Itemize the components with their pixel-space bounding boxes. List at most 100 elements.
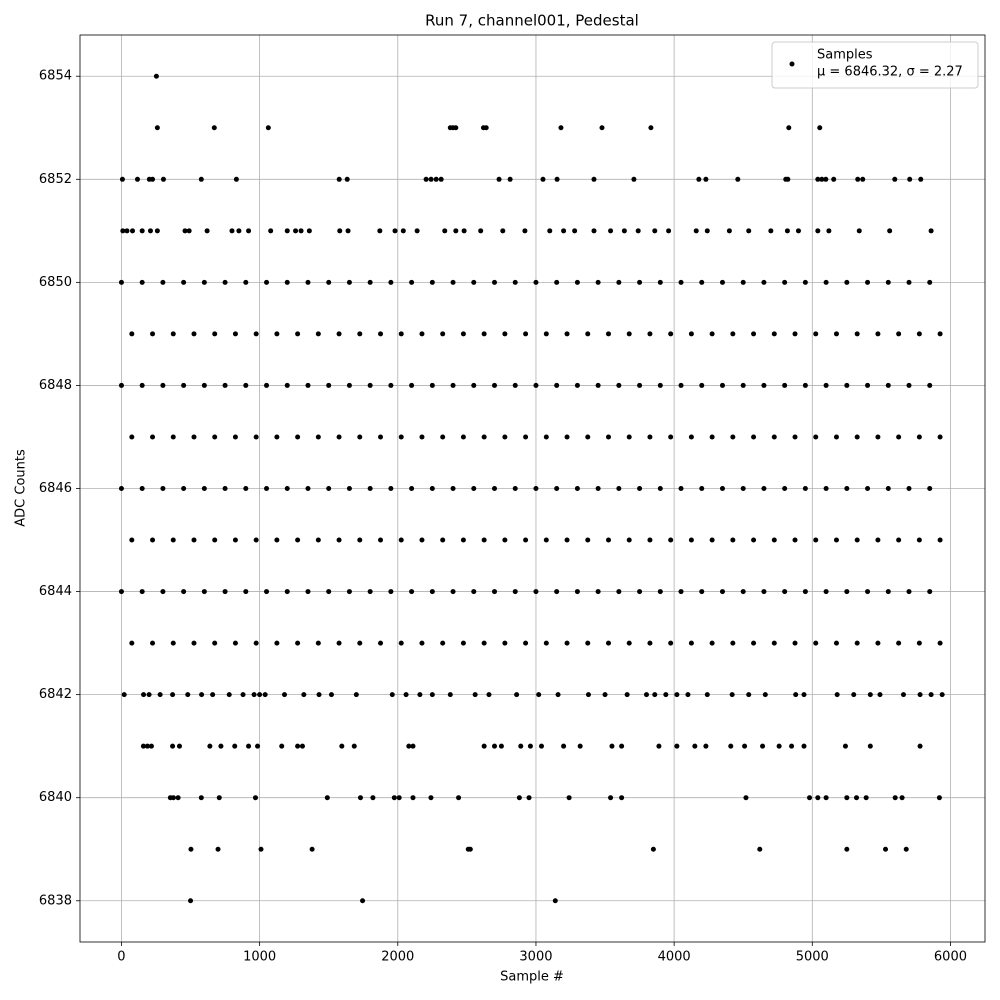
data-point — [823, 176, 829, 182]
data-point — [740, 279, 746, 285]
data-point — [605, 537, 611, 543]
data-point — [648, 125, 654, 131]
data-point — [826, 228, 832, 234]
data-point — [844, 279, 850, 285]
data-point — [129, 640, 135, 646]
data-point — [785, 176, 791, 182]
x-tick-label: 1000 — [243, 950, 276, 965]
data-point — [927, 589, 933, 595]
data-point — [637, 382, 643, 388]
data-point — [186, 228, 192, 234]
data-point — [564, 640, 570, 646]
data-point — [409, 382, 415, 388]
data-point — [357, 537, 363, 543]
data-point — [564, 537, 570, 543]
data-point — [481, 743, 487, 749]
data-point — [176, 743, 182, 749]
data-point — [253, 640, 259, 646]
data-point — [212, 331, 218, 337]
data-point — [512, 279, 518, 285]
data-point — [346, 279, 352, 285]
data-point — [547, 228, 553, 234]
data-point — [802, 279, 808, 285]
data-point — [802, 382, 808, 388]
data-point — [222, 486, 228, 491]
y-tick-label: 6850 — [39, 275, 72, 290]
data-point — [232, 434, 238, 440]
data-point — [668, 537, 674, 543]
data-point — [284, 486, 290, 491]
data-point — [357, 795, 363, 801]
data-point — [139, 486, 145, 491]
data-point — [928, 228, 934, 234]
data-point — [709, 537, 715, 543]
data-point — [456, 795, 462, 801]
data-point — [674, 743, 680, 749]
data-point — [315, 640, 321, 646]
data-point — [264, 279, 270, 285]
data-point — [813, 434, 819, 440]
data-point — [704, 692, 710, 698]
data-point — [298, 228, 304, 234]
data-point — [191, 640, 197, 646]
data-point — [855, 176, 861, 182]
data-point — [134, 176, 140, 182]
data-point — [246, 743, 252, 749]
y-tick-label: 6840 — [39, 790, 72, 805]
data-point — [295, 537, 301, 543]
data-point — [668, 434, 674, 440]
data-point — [378, 331, 384, 337]
data-point — [410, 743, 416, 749]
data-point — [927, 382, 933, 388]
data-point — [496, 176, 502, 182]
data-point — [232, 331, 238, 337]
data-point — [916, 640, 922, 646]
data-point — [150, 537, 156, 543]
data-point — [856, 228, 862, 234]
data-point — [175, 795, 181, 801]
data-point — [833, 331, 839, 337]
data-point — [353, 692, 359, 698]
data-point — [315, 537, 321, 543]
data-point — [688, 434, 694, 440]
data-point — [378, 537, 384, 543]
x-tick-label: 0 — [117, 950, 125, 965]
data-point — [429, 279, 435, 285]
data-point — [232, 640, 238, 646]
data-point — [450, 382, 456, 388]
data-point — [346, 589, 352, 595]
data-point — [222, 382, 228, 388]
data-point — [396, 795, 402, 801]
data-point — [284, 382, 290, 388]
data-point — [328, 692, 334, 698]
y-tick-label: 6854 — [39, 69, 72, 84]
data-point — [274, 331, 280, 337]
data-point — [419, 331, 425, 337]
data-point — [595, 589, 601, 595]
data-point — [118, 382, 124, 388]
data-point — [937, 640, 943, 646]
data-point — [438, 176, 444, 182]
data-point — [635, 228, 641, 234]
data-point — [198, 795, 204, 801]
data-point — [591, 176, 597, 182]
data-point — [336, 640, 342, 646]
data-point — [751, 640, 757, 646]
data-point — [212, 537, 218, 543]
data-point — [229, 228, 235, 234]
data-point — [761, 279, 767, 285]
data-point — [440, 537, 446, 543]
data-point — [398, 537, 404, 543]
data-point — [552, 898, 558, 904]
data-point — [595, 486, 601, 491]
data-point — [429, 382, 435, 388]
data-point — [471, 279, 477, 285]
data-point — [554, 279, 560, 285]
y-tick-label: 6838 — [39, 893, 72, 908]
data-point — [262, 692, 268, 698]
data-point — [147, 228, 153, 234]
data-point — [389, 692, 395, 698]
data-point — [284, 228, 290, 234]
data-point — [807, 795, 813, 801]
data-point — [833, 537, 839, 543]
